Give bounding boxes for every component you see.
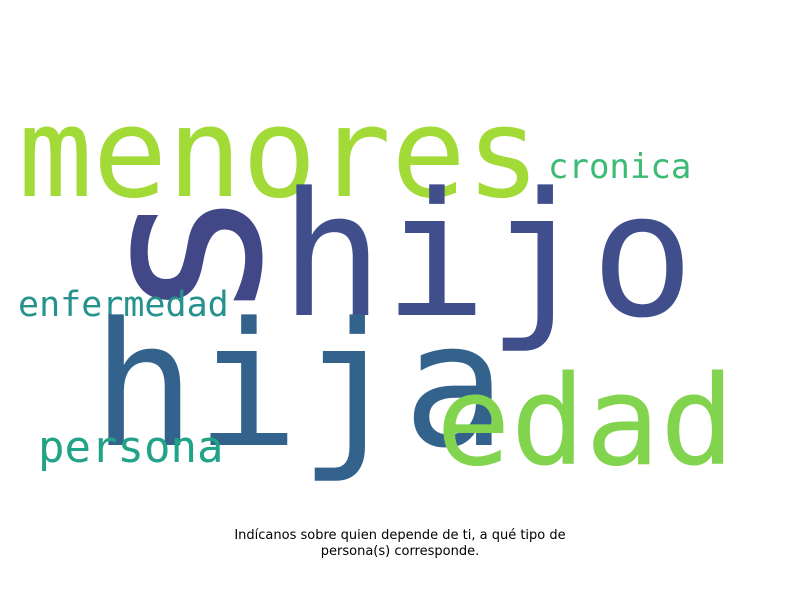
word-persona: persona — [38, 422, 224, 473]
word-edad: edad — [436, 350, 735, 494]
word-menores: menores — [18, 82, 541, 226]
word-hijo: hijo — [280, 155, 695, 356]
caption: Indícanos sobre quien depende de ti, a q… — [200, 528, 600, 560]
word-hija: hija — [92, 285, 507, 486]
caption-line-2: persona(s) corresponde. — [320, 544, 480, 559]
word-cronica: cronica — [548, 147, 692, 187]
caption-line-1: Indícanos sobre quien depende de ti, a q… — [234, 528, 566, 543]
word-enfermedad: enfermedad — [18, 285, 229, 325]
